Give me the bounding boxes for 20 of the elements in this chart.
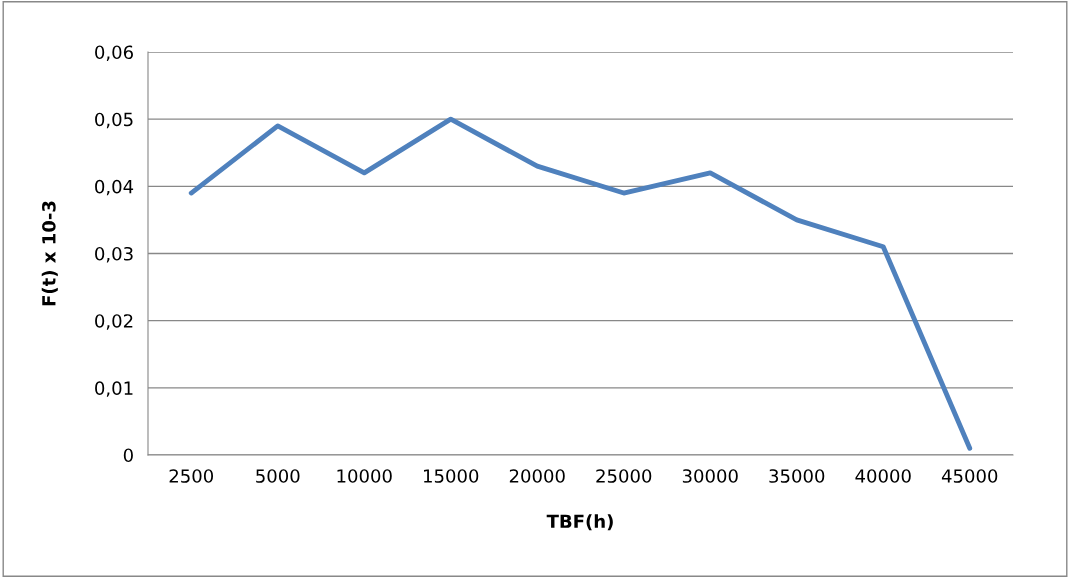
y-axis-title: F(t) x 10-3 <box>41 201 58 306</box>
y-tick-label: 0,06 <box>95 45 133 61</box>
x-tick-label: 40000 <box>855 469 911 483</box>
x-tick-label: 5000 <box>256 469 300 483</box>
x-tick-label: 15000 <box>424 469 479 483</box>
line-series <box>188 116 973 451</box>
x-tick-label: 10000 <box>337 469 392 483</box>
x-axis-title: TBF(h) <box>546 514 613 531</box>
y-tick-label: 0,02 <box>95 314 133 330</box>
y-tick-label: 0,04 <box>95 179 134 196</box>
x-tick-label: 35000 <box>769 469 825 483</box>
y-tick-label: 0,03 <box>95 246 133 263</box>
y-tick-label: 0 <box>123 448 133 463</box>
y-tick-label: 0,01 <box>95 381 133 397</box>
x-tick-label: 20000 <box>509 469 565 483</box>
x-tick-label: 45000 <box>941 469 998 483</box>
y-tick-label: 0,05 <box>95 112 133 129</box>
x-tick-label: 30000 <box>682 469 738 483</box>
x-tick-label: 25000 <box>596 469 652 483</box>
x-tick-label: 2500 <box>169 469 214 483</box>
